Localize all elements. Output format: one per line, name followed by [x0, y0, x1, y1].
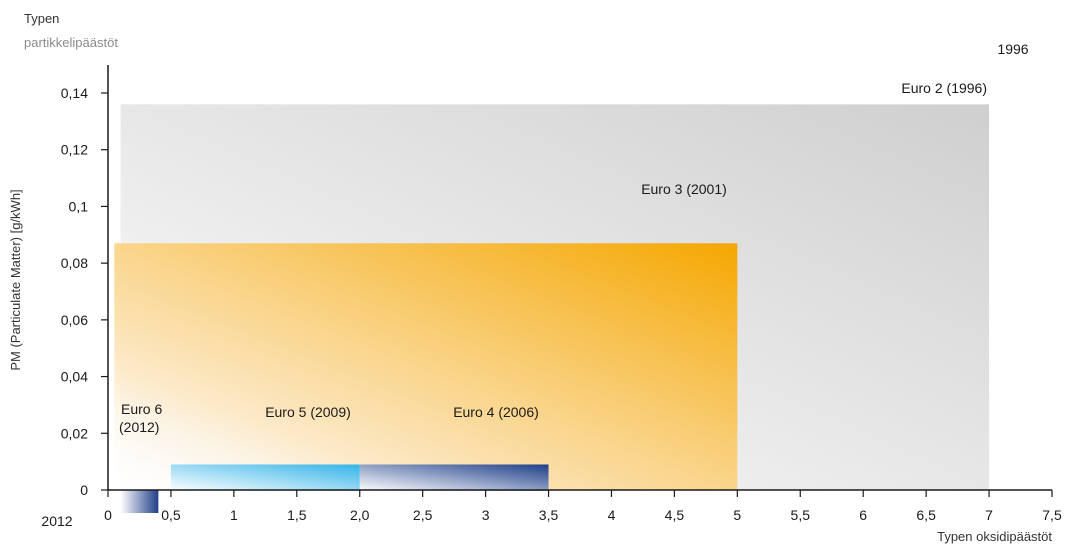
- year-annotation-bottom: 2012: [41, 513, 72, 529]
- x-tick-label: 5: [733, 507, 741, 523]
- y-tick-label: 0: [80, 482, 88, 498]
- x-tick-label: 4: [608, 507, 616, 523]
- region-euro4: [359, 464, 549, 491]
- y-tick-label: 0,02: [61, 425, 88, 441]
- y-top-label-line1: Typen: [24, 11, 59, 26]
- x-tick-label: 1: [230, 507, 238, 523]
- x-tick-label: 1,5: [287, 507, 307, 523]
- region-label-euro6-line1: Euro 6: [121, 401, 162, 417]
- x-tick-label: 0: [104, 507, 112, 523]
- region-euro3: [114, 243, 738, 490]
- region-label-euro3: Euro 3 (2001): [641, 181, 727, 197]
- y-axis-ticks: 0 0,02 0,04 0,06 0,08 0,1 0,12 0,14: [61, 85, 108, 498]
- y-tick-label: 0,06: [61, 312, 88, 328]
- x-tick-label: 7: [985, 507, 993, 523]
- x-tick-label: 7,5: [1042, 507, 1062, 523]
- y-top-label-line2: partikkelipäästöt: [24, 35, 118, 50]
- region-label-euro6-line2: (2012): [119, 419, 159, 435]
- y-axis-title: PM (Particulate Matter) [g/kWh]: [8, 189, 23, 370]
- x-axis-ticks: 0 0,5 1 1,5 2,0 2,5 3 3,5 4 4,5 5 5,5 6 6,5 7 7,5: [104, 490, 1062, 523]
- x-tick-label: 3: [482, 507, 490, 523]
- x-tick-label: 2,5: [413, 507, 433, 523]
- y-tick-label: 0,08: [61, 255, 88, 271]
- x-tick-label: 5,5: [791, 507, 811, 523]
- x-tick-label: 4,5: [665, 507, 685, 523]
- x-tick-label: 3,5: [539, 507, 559, 523]
- year-annotation-top: 1996: [997, 41, 1028, 57]
- x-tick-label: 2,0: [350, 507, 370, 523]
- y-tick-label: 0,12: [61, 142, 88, 158]
- x-axis-title: Typen oksidipäästöt: [937, 529, 1052, 544]
- x-tick-label: 0,5: [161, 507, 181, 523]
- y-tick-label: 0,04: [61, 369, 88, 385]
- x-tick-label: 6,5: [916, 507, 936, 523]
- region-euro6: [120, 490, 159, 513]
- y-tick-label: 0,14: [61, 85, 88, 101]
- y-tick-label: 0,1: [69, 198, 89, 214]
- region-label-euro4: Euro 4 (2006): [453, 404, 539, 420]
- region-label-euro5: Euro 5 (2009): [265, 404, 351, 420]
- x-tick-label: 6: [859, 507, 867, 523]
- emission-regions: [114, 104, 990, 513]
- region-label-euro2: Euro 2 (1996): [901, 80, 987, 96]
- region-euro5: [170, 464, 360, 491]
